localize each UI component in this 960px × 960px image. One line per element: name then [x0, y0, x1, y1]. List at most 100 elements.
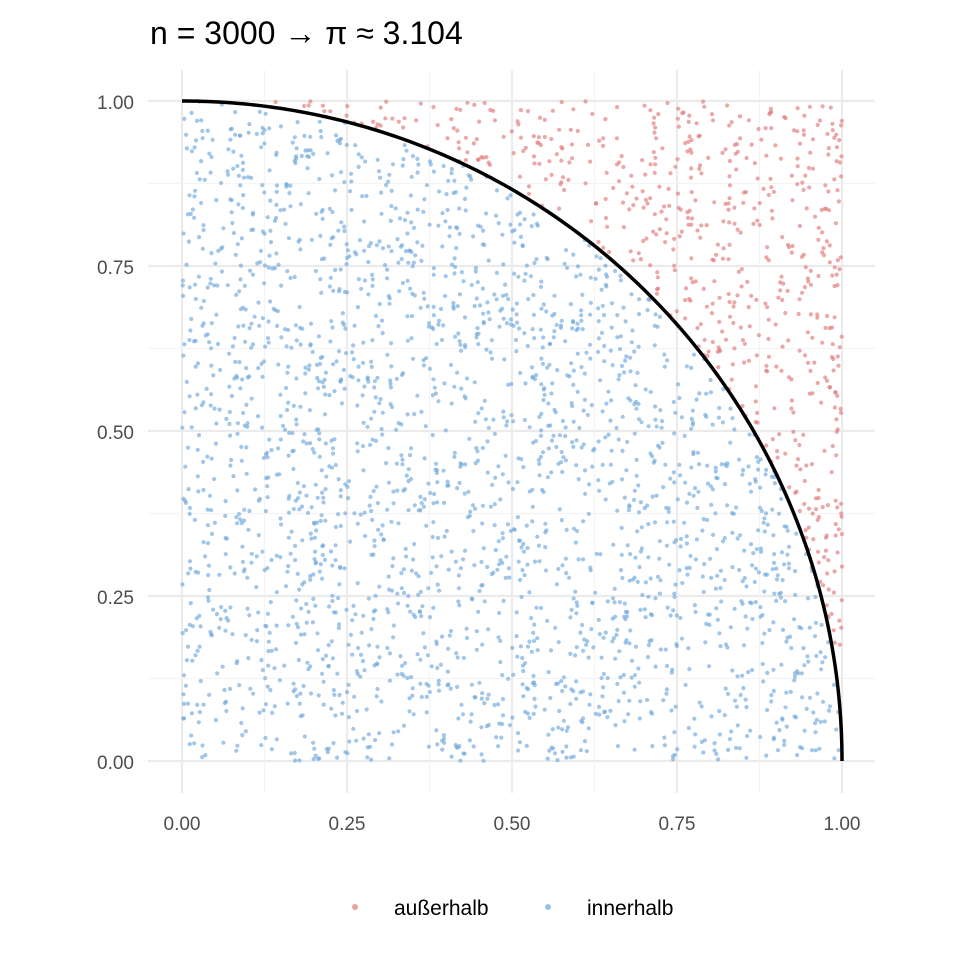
point-inside	[761, 520, 766, 525]
point-outside	[801, 132, 807, 137]
y-tick-label: 1.00	[97, 93, 134, 114]
point-outside	[449, 117, 454, 122]
point-inside	[710, 487, 716, 492]
point-inside	[615, 744, 621, 749]
point-inside	[402, 218, 408, 223]
point-inside	[205, 454, 210, 459]
point-inside	[187, 337, 192, 343]
point-inside	[370, 283, 375, 288]
point-inside	[329, 706, 334, 711]
point-inside	[286, 510, 292, 515]
point-inside	[388, 218, 393, 223]
point-inside	[234, 661, 239, 666]
point-inside	[338, 494, 343, 499]
point-inside	[435, 535, 441, 541]
point-inside	[294, 376, 299, 381]
point-inside	[422, 497, 427, 502]
point-inside	[284, 182, 289, 187]
point-outside	[463, 135, 468, 140]
point-inside	[431, 272, 436, 277]
point-outside	[732, 221, 737, 226]
point-inside	[673, 704, 678, 709]
point-inside	[559, 679, 564, 684]
point-inside	[412, 412, 417, 417]
point-inside	[539, 428, 544, 433]
point-inside	[627, 698, 632, 703]
point-outside	[791, 429, 796, 434]
point-inside	[758, 485, 763, 490]
point-inside	[600, 409, 605, 414]
point-inside	[533, 704, 538, 709]
point-inside	[657, 556, 662, 561]
point-outside	[731, 320, 736, 326]
point-outside	[837, 160, 843, 165]
point-outside	[653, 125, 658, 130]
point-inside	[252, 314, 257, 319]
point-inside	[541, 302, 546, 307]
point-inside	[295, 625, 301, 630]
point-inside	[367, 503, 372, 508]
point-inside	[412, 503, 417, 508]
point-inside	[652, 520, 658, 525]
point-inside	[677, 568, 682, 573]
point-inside	[609, 325, 614, 330]
point-inside	[514, 337, 519, 343]
point-inside	[414, 571, 419, 576]
point-inside	[536, 457, 541, 463]
point-inside	[671, 470, 676, 475]
point-inside	[500, 673, 505, 678]
point-outside	[554, 152, 559, 157]
point-inside	[295, 120, 300, 125]
point-outside	[558, 182, 563, 187]
point-inside	[544, 528, 549, 533]
point-inside	[409, 446, 414, 451]
point-inside	[567, 575, 572, 580]
point-inside	[646, 424, 651, 429]
point-inside	[729, 729, 734, 734]
point-outside	[807, 391, 812, 396]
point-outside	[642, 103, 647, 108]
point-inside	[331, 610, 336, 615]
point-inside	[646, 643, 652, 648]
point-outside	[693, 279, 698, 284]
point-inside	[658, 408, 663, 413]
point-inside	[368, 442, 373, 448]
point-inside	[618, 278, 624, 283]
point-inside	[235, 163, 240, 169]
point-inside	[801, 646, 806, 651]
point-inside	[531, 212, 536, 217]
point-inside	[674, 642, 679, 647]
point-inside	[187, 622, 192, 628]
point-outside	[567, 160, 572, 165]
point-outside	[457, 146, 462, 151]
point-outside	[605, 224, 610, 229]
point-inside	[774, 566, 779, 571]
point-inside	[564, 744, 569, 749]
point-inside	[289, 529, 294, 534]
point-outside	[653, 162, 658, 167]
point-inside	[764, 511, 769, 516]
point-inside	[235, 242, 240, 247]
point-inside	[783, 705, 788, 710]
point-outside	[754, 353, 760, 358]
point-outside	[532, 161, 537, 166]
point-inside	[236, 173, 241, 178]
point-inside	[397, 289, 402, 294]
point-inside	[643, 387, 648, 392]
point-outside	[780, 344, 785, 349]
point-inside	[462, 751, 467, 756]
point-inside	[233, 110, 238, 115]
point-inside	[691, 493, 696, 498]
point-inside	[375, 644, 380, 649]
point-inside	[231, 166, 236, 171]
point-inside	[550, 727, 555, 732]
point-inside	[771, 735, 777, 740]
point-outside	[600, 143, 606, 148]
point-outside	[583, 99, 588, 104]
point-outside	[690, 216, 695, 221]
point-inside	[813, 730, 818, 735]
point-inside	[563, 684, 568, 689]
point-inside	[457, 744, 462, 749]
point-inside	[813, 721, 818, 726]
point-inside	[568, 302, 574, 307]
